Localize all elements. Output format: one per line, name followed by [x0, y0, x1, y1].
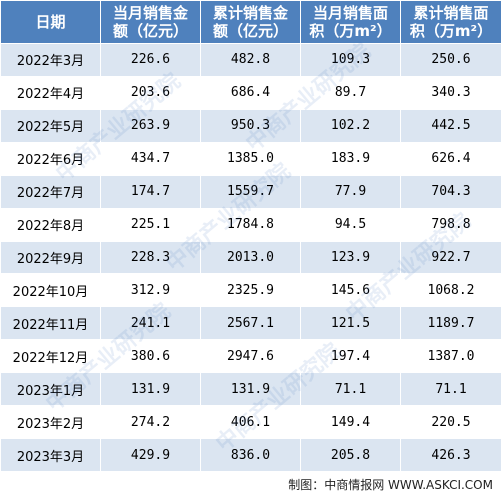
cell-cumulative-amount: 2013.0 [200, 240, 301, 275]
cell-cumulative-amount: 836.0 [200, 438, 301, 472]
cell-monthly-area: 94.5 [300, 207, 401, 242]
cell-monthly-area: 145.6 [300, 273, 401, 308]
table-row: 2023年3月 429.9 836.0 205.8 426.3 [0, 438, 501, 472]
header-cumulative-amount: 累计销售金 额（亿元） [200, 0, 301, 44]
cell-date: 2022年12月 [0, 339, 101, 374]
cell-cumulative-area: 798.8 [400, 207, 501, 242]
cell-date: 2023年2月 [0, 405, 101, 440]
cell-monthly-area: 121.5 [300, 306, 401, 341]
cell-monthly-amount: 312.9 [100, 273, 201, 308]
cell-cumulative-area: 1189.7 [400, 306, 501, 341]
table-row: 2022年11月 241.1 2567.1 121.5 1189.7 [0, 306, 501, 341]
cell-cumulative-area: 426.3 [400, 438, 501, 472]
sales-table: 日期 当月销售金 额（亿元） 累计销售金 额（亿元） 当月销售面 积（万m²） … [0, 0, 501, 472]
cell-monthly-area: 109.3 [300, 43, 401, 77]
table-row: 2022年4月 203.6 686.4 89.7 340.3 [0, 75, 501, 110]
cell-monthly-amount: 225.1 [100, 207, 201, 242]
cell-cumulative-amount: 2567.1 [200, 306, 301, 341]
cell-monthly-amount: 380.6 [100, 339, 201, 374]
cell-monthly-amount: 131.9 [100, 372, 201, 407]
cell-monthly-amount: 263.9 [100, 108, 201, 143]
cell-cumulative-area: 340.3 [400, 75, 501, 110]
cell-cumulative-area: 220.5 [400, 405, 501, 440]
cell-monthly-amount: 274.2 [100, 405, 201, 440]
cell-date: 2023年1月 [0, 372, 101, 407]
table-row: 2022年7月 174.7 1559.7 77.9 704.3 [0, 174, 501, 209]
cell-date: 2022年4月 [0, 75, 101, 110]
cell-date: 2022年8月 [0, 207, 101, 242]
header-cumulative-amount-line2: 额（亿元） [212, 22, 288, 40]
cell-cumulative-amount: 2325.9 [200, 273, 301, 308]
cell-date: 2023年3月 [0, 438, 101, 472]
cell-cumulative-area: 71.1 [400, 372, 501, 407]
cell-cumulative-amount: 1385.0 [200, 141, 301, 176]
cell-date: 2022年6月 [0, 141, 101, 176]
cell-monthly-amount: 203.6 [100, 75, 201, 110]
cell-monthly-amount: 228.3 [100, 240, 201, 275]
cell-monthly-amount: 434.7 [100, 141, 201, 176]
header-monthly-amount-line1: 当月销售金 [112, 4, 188, 22]
cell-monthly-area: 183.9 [300, 141, 401, 176]
cell-cumulative-area: 1387.0 [400, 339, 501, 374]
cell-monthly-area: 102.2 [300, 108, 401, 143]
table-row: 2023年1月 131.9 131.9 71.1 71.1 [0, 372, 501, 407]
header-monthly-area-line2: 积（万m²） [309, 22, 392, 40]
cell-monthly-amount: 174.7 [100, 174, 201, 209]
cell-cumulative-area: 922.7 [400, 240, 501, 275]
table-row: 2022年12月 380.6 2947.6 197.4 1387.0 [0, 339, 501, 374]
table-row: 2023年2月 274.2 406.1 149.4 220.5 [0, 405, 501, 440]
cell-cumulative-amount: 686.4 [200, 75, 301, 110]
table-row: 2022年6月 434.7 1385.0 183.9 626.4 [0, 141, 501, 176]
cell-monthly-amount: 241.1 [100, 306, 201, 341]
cell-monthly-amount: 226.6 [100, 43, 201, 77]
header-monthly-amount-line2: 额（亿元） [112, 22, 188, 40]
cell-cumulative-area: 250.6 [400, 43, 501, 77]
cell-date: 2022年5月 [0, 108, 101, 143]
footer-credit: 制图：中商情报网 WWW.ASKCI.COM [288, 478, 493, 492]
table-row: 2022年3月 226.6 482.8 109.3 250.6 [0, 43, 501, 77]
cell-cumulative-amount: 2947.6 [200, 339, 301, 374]
cell-date: 2022年3月 [0, 43, 101, 77]
cell-monthly-area: 149.4 [300, 405, 401, 440]
cell-monthly-area: 205.8 [300, 438, 401, 472]
table-row: 2022年10月 312.9 2325.9 145.6 1068.2 [0, 273, 501, 308]
cell-monthly-area: 71.1 [300, 372, 401, 407]
cell-cumulative-amount: 1784.8 [200, 207, 301, 242]
header-cumulative-area-line1: 累计销售面 [413, 4, 489, 22]
cell-date: 2022年7月 [0, 174, 101, 209]
cell-cumulative-amount: 482.8 [200, 43, 301, 77]
header-monthly-area: 当月销售面 积（万m²） [300, 0, 401, 44]
cell-monthly-area: 89.7 [300, 75, 401, 110]
header-row: 日期 当月销售金 额（亿元） 累计销售金 额（亿元） 当月销售面 积（万m²） … [0, 0, 501, 44]
cell-monthly-area: 197.4 [300, 339, 401, 374]
header-monthly-area-line1: 当月销售面 [312, 4, 388, 22]
cell-monthly-area: 77.9 [300, 174, 401, 209]
cell-cumulative-area: 1068.2 [400, 273, 501, 308]
cell-cumulative-amount: 406.1 [200, 405, 301, 440]
header-cumulative-area-line2: 积（万m²） [409, 22, 493, 40]
cell-cumulative-area: 626.4 [400, 141, 501, 176]
cell-monthly-amount: 429.9 [100, 438, 201, 472]
header-monthly-amount: 当月销售金 额（亿元） [100, 0, 201, 44]
cell-cumulative-area: 704.3 [400, 174, 501, 209]
table-row: 2022年5月 263.9 950.3 102.2 442.5 [0, 108, 501, 143]
header-cumulative-amount-line1: 累计销售金 [212, 4, 288, 22]
header-date: 日期 [0, 0, 101, 44]
table-row: 2022年9月 228.3 2013.0 123.9 922.7 [0, 240, 501, 275]
cell-monthly-area: 123.9 [300, 240, 401, 275]
table-row: 2022年8月 225.1 1784.8 94.5 798.8 [0, 207, 501, 242]
cell-cumulative-amount: 950.3 [200, 108, 301, 143]
cell-date: 2022年11月 [0, 306, 101, 341]
cell-cumulative-amount: 131.9 [200, 372, 301, 407]
header-cumulative-area: 累计销售面 积（万m²） [400, 0, 501, 44]
cell-date: 2022年9月 [0, 240, 101, 275]
cell-cumulative-amount: 1559.7 [200, 174, 301, 209]
cell-date: 2022年10月 [0, 273, 101, 308]
cell-cumulative-area: 442.5 [400, 108, 501, 143]
